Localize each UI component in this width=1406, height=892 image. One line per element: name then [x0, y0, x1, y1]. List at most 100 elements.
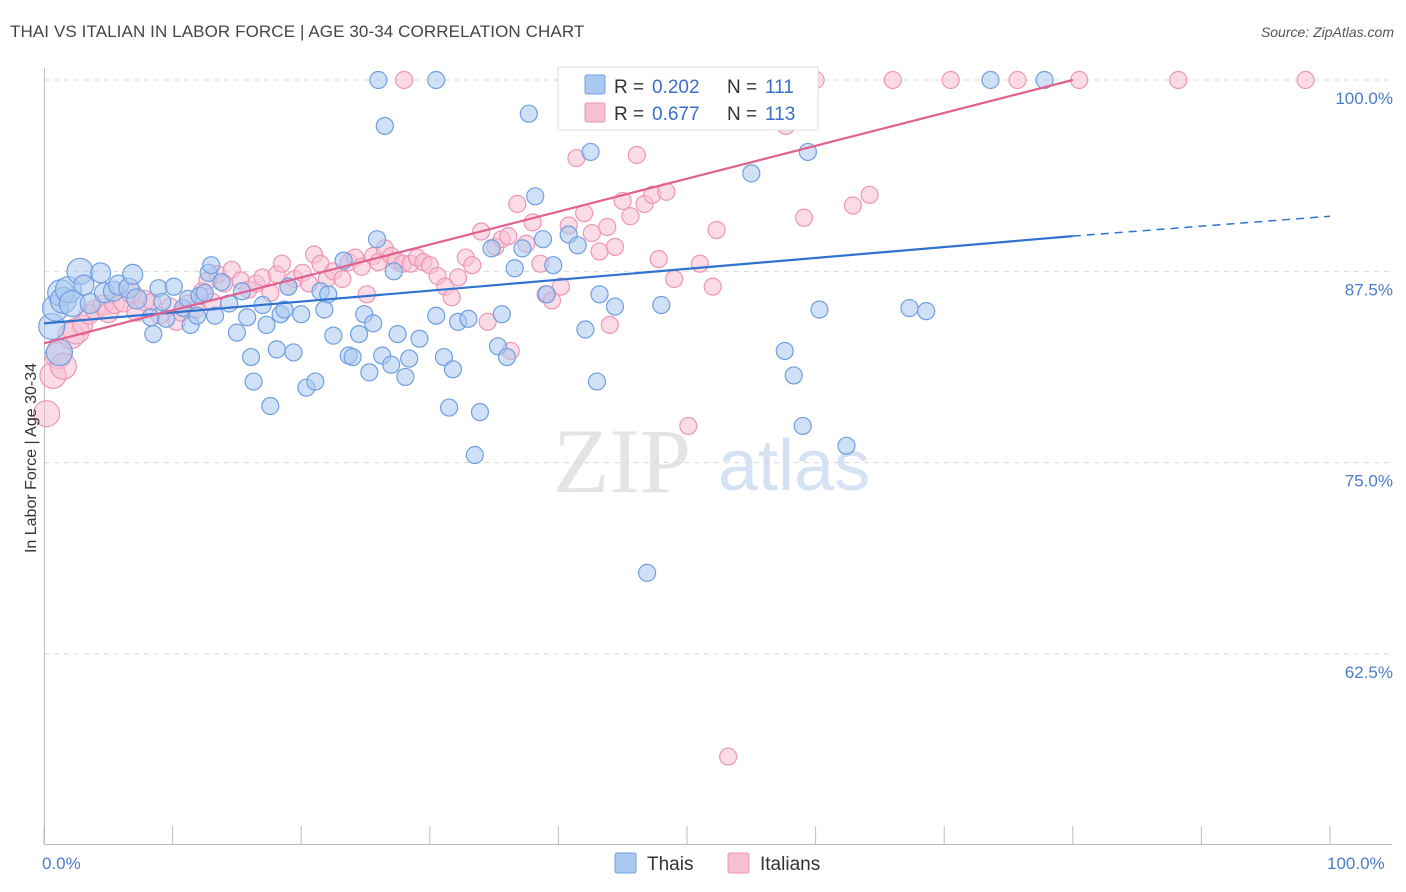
x-tick-label-100: 100.0% [1327, 854, 1385, 873]
italians-point-86 [627, 145, 646, 165]
italians-point-102 [883, 70, 902, 90]
italians-point-93 [690, 254, 709, 273]
italians-point-111 [394, 70, 414, 90]
thais-point-91 [581, 142, 600, 162]
thais-point-72 [443, 360, 463, 379]
legend-italians-r-label: R = [614, 104, 644, 125]
italians-point-109 [600, 315, 619, 335]
thais-point-50 [315, 300, 334, 319]
thais-point-77 [482, 239, 501, 258]
thais-point-80 [497, 347, 517, 367]
bottom-legend-thais: Thais [647, 854, 693, 875]
thais-point-70 [434, 347, 454, 367]
thais-trend-line [43, 235, 1073, 325]
y-tick-label-2: 75.0% [1345, 472, 1393, 491]
thais-point-19 [153, 292, 172, 312]
thais-point-58 [360, 363, 379, 382]
bottom-legend-italians: Italians [760, 854, 820, 875]
thais-point-45 [284, 343, 303, 362]
thais-point-41 [267, 340, 286, 359]
thais-point-98 [775, 341, 794, 361]
legend-thais-r-label: R = [614, 77, 644, 98]
thais-point-93 [590, 285, 609, 304]
italians-point-64 [463, 256, 482, 275]
thais-point-55 [343, 347, 362, 367]
italians-point-112 [703, 277, 722, 296]
thais-point-83 [519, 104, 538, 123]
chart-title: THAI VS ITALIAN IN LABOR FORCE | AGE 30-… [10, 22, 585, 41]
thais-point-82 [513, 239, 532, 258]
thais-point-95 [638, 563, 657, 582]
legend-thais-n-value: 111 [765, 77, 794, 98]
stats-legend: R = 0.202 N = 111 R = 0.677 N = 113 [557, 66, 819, 131]
thais-point-17 [144, 324, 163, 344]
thais-point-105 [917, 302, 936, 321]
italians-point-85 [621, 207, 640, 226]
thais-point-40 [261, 396, 280, 416]
thais-point-79 [492, 305, 511, 324]
thais-point-8 [79, 292, 101, 315]
italians-point-44 [333, 269, 352, 289]
y-axis-label: In Labor Force | Age 30-34 [23, 363, 40, 553]
thais-point-46 [292, 305, 311, 324]
thais-point-71 [439, 398, 459, 417]
italians-point-100 [843, 196, 862, 215]
thais-point-60 [367, 230, 387, 249]
thais-point-103 [837, 436, 856, 455]
trend-lines [43, 78, 1331, 345]
x-tick-label-0: 0.0% [42, 854, 81, 873]
thais-point-81 [505, 259, 524, 278]
thais-point-64 [384, 262, 403, 281]
legend-italians-n-value: 113 [765, 104, 795, 125]
watermark-zip: ZIP [553, 410, 691, 512]
italians-point-82 [598, 217, 617, 237]
thais-point-33 [227, 323, 246, 342]
legend-thais-r-value: 0.202 [652, 77, 700, 98]
thais-point-62 [375, 116, 394, 136]
italians-point-106 [1169, 70, 1188, 90]
thais-point-85 [533, 230, 553, 249]
thais-point-110 [45, 338, 74, 367]
thais-point-92 [587, 372, 607, 391]
italians-point-70 [508, 194, 527, 214]
bottom-legend-swatch-italians [727, 852, 750, 874]
italians-point-81 [590, 242, 609, 261]
thais-point-9 [89, 262, 112, 284]
thais-point-109 [427, 70, 446, 90]
thais-point-59 [364, 314, 383, 333]
italians-point-66 [478, 312, 497, 331]
italians-point-35 [272, 254, 292, 273]
y-tick-label-3: 62.5% [1345, 663, 1393, 682]
italians-point-48 [357, 285, 376, 304]
italians-point-80 [582, 223, 601, 243]
thais-point-107 [1035, 70, 1054, 90]
italians-point-94 [707, 220, 726, 240]
thais-point-94 [605, 297, 625, 316]
bottom-legend-swatch-thais [614, 852, 637, 874]
thais-point-108 [369, 70, 388, 90]
thais-point-30 [205, 306, 225, 325]
thais-point-27 [195, 283, 214, 302]
y-tick-label-1: 87.5% [1345, 280, 1393, 299]
italians-point-107 [1296, 70, 1315, 90]
thais-point-97 [742, 164, 761, 183]
thais-point-14 [122, 263, 144, 285]
source-label: Source: ZipAtlas.com [1260, 24, 1394, 40]
thais-point-87 [544, 256, 563, 275]
series-thais-points [38, 70, 1054, 582]
thais-point-74 [459, 309, 478, 328]
thais-point-76 [470, 403, 490, 422]
italians-point-69 [499, 227, 518, 246]
y-tick-labels: 100.0% 87.5% 75.0% 62.5% [1335, 89, 1393, 682]
thais-point-86 [537, 285, 556, 304]
italians-point-110 [665, 269, 684, 289]
thais-point-90 [576, 320, 595, 339]
legend-swatch-italians [584, 102, 606, 123]
legend-swatch-thais [584, 74, 606, 95]
thais-point-66 [396, 367, 415, 387]
thais-point-7 [73, 274, 95, 296]
thais-point-37 [244, 372, 263, 391]
thais-point-43 [275, 300, 294, 319]
thais-point-65 [388, 324, 407, 344]
thais-point-106 [981, 70, 1000, 90]
